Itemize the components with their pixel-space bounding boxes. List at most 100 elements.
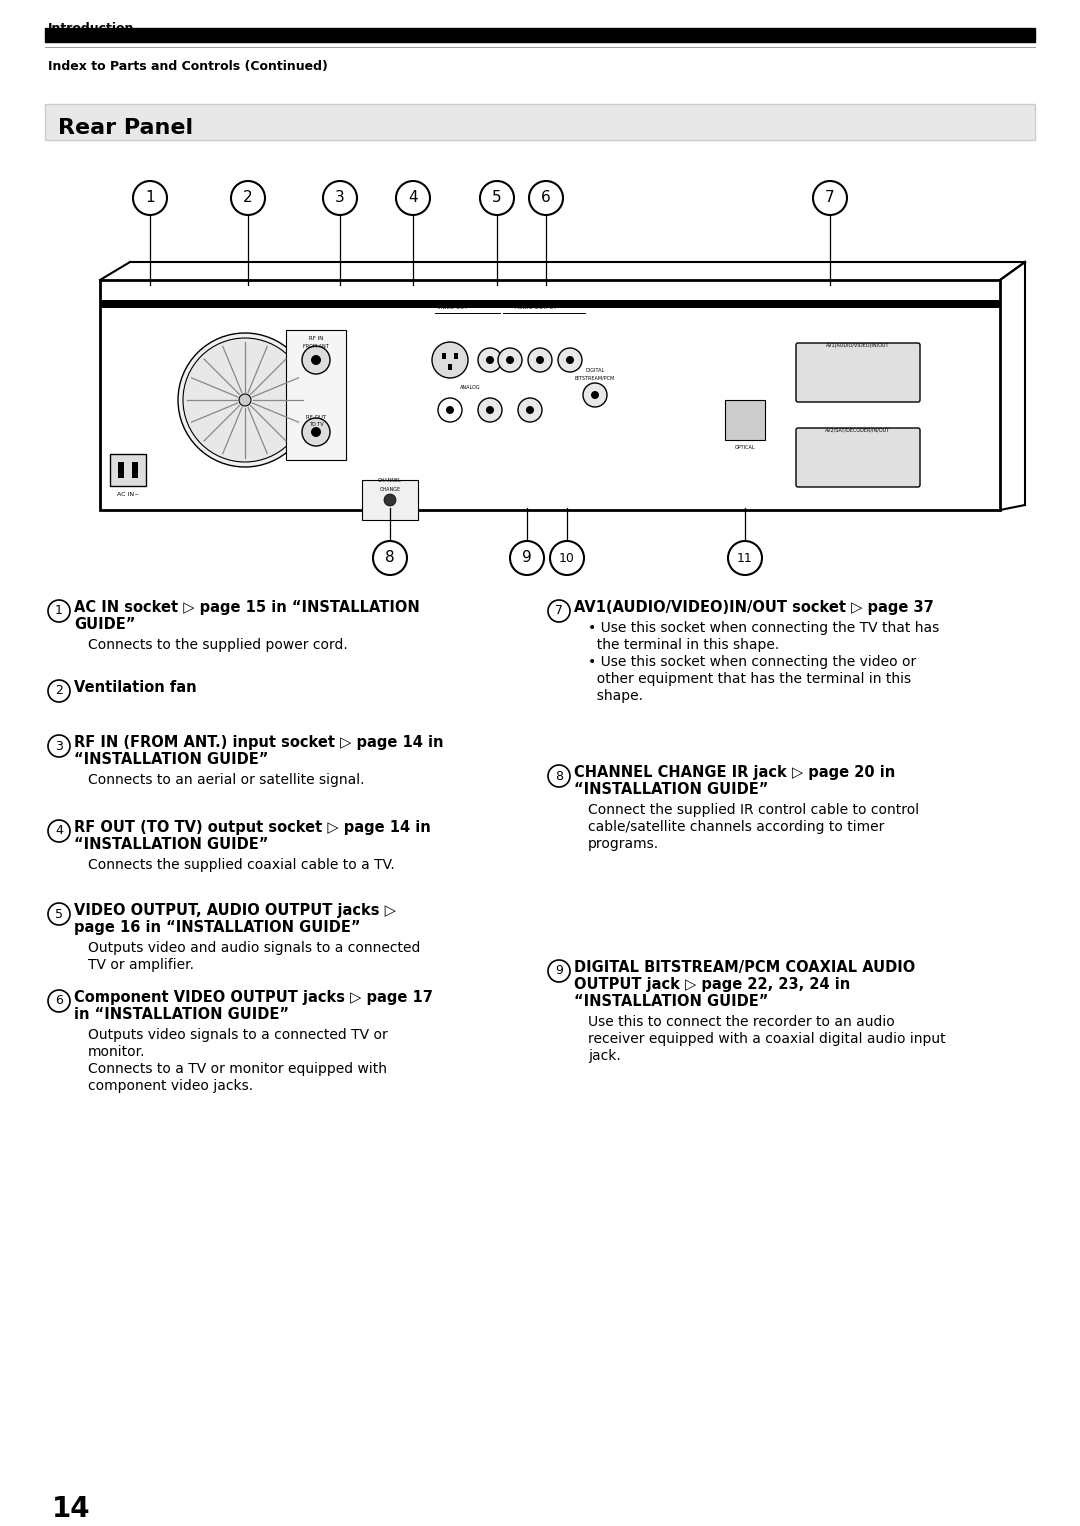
Text: Component VIDEO OUTPUT jacks ▷ page 17: Component VIDEO OUTPUT jacks ▷ page 17 — [75, 990, 433, 1006]
Text: 7: 7 — [825, 191, 835, 206]
Bar — [118, 462, 124, 478]
Circle shape — [486, 356, 494, 365]
Text: Index to Parts and Controls (Continued): Index to Parts and Controls (Continued) — [48, 60, 328, 73]
Circle shape — [133, 182, 167, 215]
Circle shape — [311, 427, 321, 436]
Text: 5: 5 — [492, 191, 502, 206]
Bar — [110, 455, 146, 485]
Circle shape — [231, 182, 265, 215]
FancyBboxPatch shape — [796, 427, 920, 487]
Text: DIGITAL: DIGITAL — [585, 368, 605, 372]
Circle shape — [239, 394, 251, 406]
Circle shape — [591, 391, 599, 398]
Text: Connects to a TV or monitor equipped with: Connects to a TV or monitor equipped wit… — [87, 1062, 387, 1076]
Text: • Use this socket when connecting the TV that has: • Use this socket when connecting the TV… — [588, 621, 940, 635]
Circle shape — [48, 990, 70, 1012]
Circle shape — [373, 542, 407, 575]
Circle shape — [384, 494, 396, 507]
Circle shape — [536, 356, 544, 365]
Text: page 16 in “INSTALLATION GUIDE”: page 16 in “INSTALLATION GUIDE” — [75, 920, 361, 935]
Circle shape — [478, 398, 502, 423]
Circle shape — [48, 819, 70, 842]
Text: CHANGE: CHANGE — [379, 487, 401, 491]
Text: 1: 1 — [145, 191, 154, 206]
Text: AUDIO OUTPUT: AUDIO OUTPUT — [515, 305, 556, 310]
Circle shape — [558, 348, 582, 372]
Text: 2: 2 — [55, 685, 63, 697]
Text: receiver equipped with a coaxial digital audio input: receiver equipped with a coaxial digital… — [588, 1032, 946, 1045]
Bar — [448, 365, 453, 369]
Text: BITSTREAM/PCM: BITSTREAM/PCM — [575, 375, 616, 382]
Text: “INSTALLATION GUIDE”: “INSTALLATION GUIDE” — [573, 781, 768, 797]
Circle shape — [438, 398, 462, 423]
Bar — [442, 353, 446, 359]
Circle shape — [396, 182, 430, 215]
Text: other equipment that has the terminal in this: other equipment that has the terminal in… — [588, 671, 912, 687]
Text: • Use this socket when connecting the video or: • Use this socket when connecting the vi… — [588, 655, 916, 668]
Text: RF OUT: RF OUT — [306, 415, 326, 420]
Text: TO TV: TO TV — [309, 423, 323, 427]
Bar — [100, 279, 1000, 510]
Text: monitor.: monitor. — [87, 1045, 146, 1059]
Circle shape — [548, 600, 570, 623]
Text: GUIDE”: GUIDE” — [75, 617, 135, 632]
Circle shape — [529, 182, 563, 215]
Text: 7: 7 — [555, 604, 563, 618]
Text: jack.: jack. — [588, 1048, 621, 1064]
Circle shape — [48, 681, 70, 702]
Circle shape — [566, 356, 573, 365]
Circle shape — [510, 542, 544, 575]
Text: 3: 3 — [335, 191, 345, 206]
Circle shape — [518, 398, 542, 423]
Text: 5: 5 — [55, 908, 63, 920]
Circle shape — [813, 182, 847, 215]
Text: VIDEO OUT: VIDEO OUT — [437, 305, 468, 310]
Text: RF IN: RF IN — [309, 336, 323, 340]
Text: shape.: shape. — [588, 690, 643, 703]
Text: Outputs video and audio signals to a connected: Outputs video and audio signals to a con… — [87, 942, 420, 955]
Text: OUTPUT jack ▷ page 22, 23, 24 in: OUTPUT jack ▷ page 22, 23, 24 in — [573, 977, 850, 992]
Text: “INSTALLATION GUIDE”: “INSTALLATION GUIDE” — [573, 993, 768, 1009]
Text: Connects the supplied coaxial cable to a TV.: Connects the supplied coaxial cable to a… — [87, 858, 395, 871]
Text: Connects to an aerial or satellite signal.: Connects to an aerial or satellite signa… — [87, 774, 365, 787]
Text: VIDEO OUTPUT, AUDIO OUTPUT jacks ▷: VIDEO OUTPUT, AUDIO OUTPUT jacks ▷ — [75, 903, 396, 919]
Text: 4: 4 — [55, 824, 63, 838]
Text: Outputs video signals to a connected TV or: Outputs video signals to a connected TV … — [87, 1029, 388, 1042]
Circle shape — [302, 346, 330, 374]
Text: “INSTALLATION GUIDE”: “INSTALLATION GUIDE” — [75, 836, 268, 852]
Text: OPTICAL: OPTICAL — [734, 446, 755, 450]
Text: 4: 4 — [408, 191, 418, 206]
Text: Use this to connect the recorder to an audio: Use this to connect the recorder to an a… — [588, 1015, 894, 1029]
Circle shape — [178, 333, 312, 467]
Text: Connects to the supplied power cord.: Connects to the supplied power cord. — [87, 638, 348, 652]
Text: cable/satellite channels according to timer: cable/satellite channels according to ti… — [588, 819, 885, 835]
Bar — [362, 481, 418, 520]
Circle shape — [526, 406, 534, 414]
Text: “INSTALLATION GUIDE”: “INSTALLATION GUIDE” — [75, 752, 268, 768]
Circle shape — [583, 383, 607, 407]
Text: CHANNEL: CHANNEL — [378, 478, 402, 484]
Circle shape — [323, 182, 357, 215]
Text: 9: 9 — [555, 964, 563, 978]
Text: TV or amplifier.: TV or amplifier. — [87, 958, 194, 972]
Text: CHANNEL CHANGE IR jack ▷ page 20 in: CHANNEL CHANGE IR jack ▷ page 20 in — [573, 765, 895, 780]
Text: AC IN~: AC IN~ — [117, 491, 139, 497]
Circle shape — [478, 348, 502, 372]
Text: 3: 3 — [55, 740, 63, 752]
Circle shape — [311, 356, 321, 365]
Circle shape — [432, 342, 468, 378]
Text: DIGITAL BITSTREAM/PCM COAXIAL AUDIO: DIGITAL BITSTREAM/PCM COAXIAL AUDIO — [573, 960, 915, 975]
Text: AV1(AUDIO/VIDEO)IN/OUT: AV1(AUDIO/VIDEO)IN/OUT — [826, 343, 890, 348]
Bar — [132, 462, 138, 478]
Circle shape — [48, 903, 70, 925]
Circle shape — [528, 348, 552, 372]
Text: 8: 8 — [555, 769, 563, 783]
Circle shape — [48, 600, 70, 623]
Text: 9: 9 — [522, 551, 531, 566]
Circle shape — [548, 765, 570, 787]
Text: ANALOG: ANALOG — [460, 385, 481, 391]
Circle shape — [486, 406, 494, 414]
Text: Introduction: Introduction — [48, 21, 134, 35]
Text: AV1(AUDIO/VIDEO)IN/OUT socket ▷ page 37: AV1(AUDIO/VIDEO)IN/OUT socket ▷ page 37 — [573, 600, 934, 615]
Bar — [45, 104, 1035, 140]
